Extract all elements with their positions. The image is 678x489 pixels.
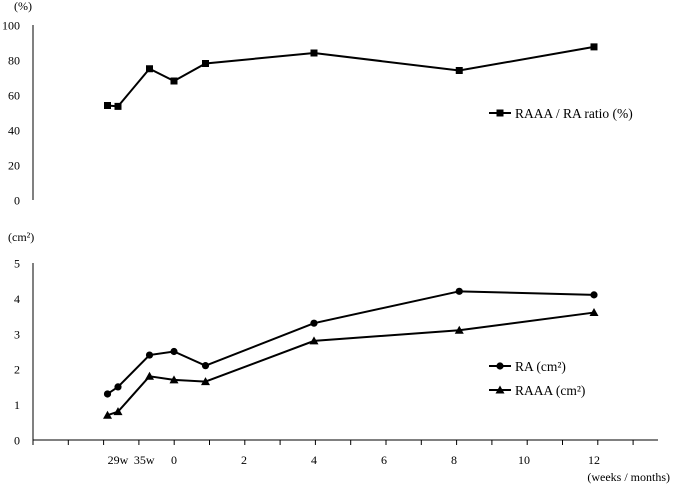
x-tick-label: 10 xyxy=(518,453,530,467)
x-tick-label: 6 xyxy=(381,453,387,467)
data-point-circle xyxy=(170,347,178,356)
y-tick-label: 60 xyxy=(8,89,20,103)
data-point-square xyxy=(104,102,111,109)
data-point-triangle xyxy=(103,410,112,419)
data-point-circle xyxy=(145,351,154,359)
y-tick-label: 40 xyxy=(8,124,20,138)
data-point-square xyxy=(310,49,318,57)
data-point-square xyxy=(455,67,463,74)
data-point-circle xyxy=(455,287,463,295)
data-point-square xyxy=(146,65,153,73)
series-line xyxy=(107,311,595,417)
legend-entry: RAAA (cm²) xyxy=(489,383,585,398)
x-tick-label: 29w xyxy=(108,453,129,467)
legend-marker-circle xyxy=(496,362,504,370)
series-line xyxy=(107,45,595,108)
series-circle xyxy=(103,287,598,398)
data-point-triangle xyxy=(309,336,319,345)
data-point-triangle xyxy=(454,325,464,334)
data-point-circle xyxy=(310,319,318,327)
data-point-triangle xyxy=(169,375,179,384)
y-tick-label: 4 xyxy=(14,292,20,306)
data-point-triangle xyxy=(589,308,599,317)
data-point-triangle xyxy=(201,377,210,386)
data-point-circle xyxy=(103,390,112,398)
legend-entry: RAAA / RA ratio (%) xyxy=(489,106,633,121)
y-tick-label: 0 xyxy=(14,434,20,448)
data-point-square xyxy=(170,77,178,85)
legend-marker-square xyxy=(496,109,504,117)
y-unit-label: (cm²) xyxy=(8,230,34,244)
data-point-square xyxy=(114,102,122,110)
x-tick-label: 2 xyxy=(241,453,247,467)
x-tick-label: 4 xyxy=(311,453,317,467)
y-tick-label: 20 xyxy=(8,159,20,173)
y-tick-label: 5 xyxy=(14,257,20,271)
y-tick-label: 1 xyxy=(14,398,20,412)
ratio-panel: 0 20 40 60 80 100 (%) RAAA / RA ratio (%) xyxy=(2,0,633,208)
x-tick-label: 12 xyxy=(588,453,600,467)
x-tick-label: 35w xyxy=(134,453,155,467)
series-line xyxy=(106,290,595,395)
y-tick-label: 0 xyxy=(14,194,20,208)
y-tick-label: 3 xyxy=(14,327,20,341)
legend-marker-triangle xyxy=(495,385,505,394)
y-tick-label: 100 xyxy=(2,19,20,33)
y-unit-label: (%) xyxy=(14,0,32,13)
data-point-circle xyxy=(114,383,122,391)
y-tick-label: 80 xyxy=(8,54,20,68)
y-tick-label: 2 xyxy=(14,363,20,377)
x-axis-label: (weeks / months) xyxy=(587,470,670,484)
series-triangle xyxy=(103,308,599,419)
legend-entry: RA (cm²) xyxy=(489,359,566,374)
data-point-circle xyxy=(590,291,598,299)
data-point-circle xyxy=(201,362,210,370)
legend-label: RA (cm²) xyxy=(515,359,566,374)
series-square xyxy=(104,43,598,110)
x-tick-label: 0 xyxy=(171,453,177,467)
data-point-square xyxy=(590,43,598,51)
x-tick-label: 8 xyxy=(451,453,457,467)
data-point-triangle xyxy=(145,371,154,380)
data-point-square xyxy=(202,60,209,67)
legend-label: RAAA / RA ratio (%) xyxy=(515,106,633,121)
data-point-triangle xyxy=(113,407,123,416)
legend-label: RAAA (cm²) xyxy=(515,383,585,398)
